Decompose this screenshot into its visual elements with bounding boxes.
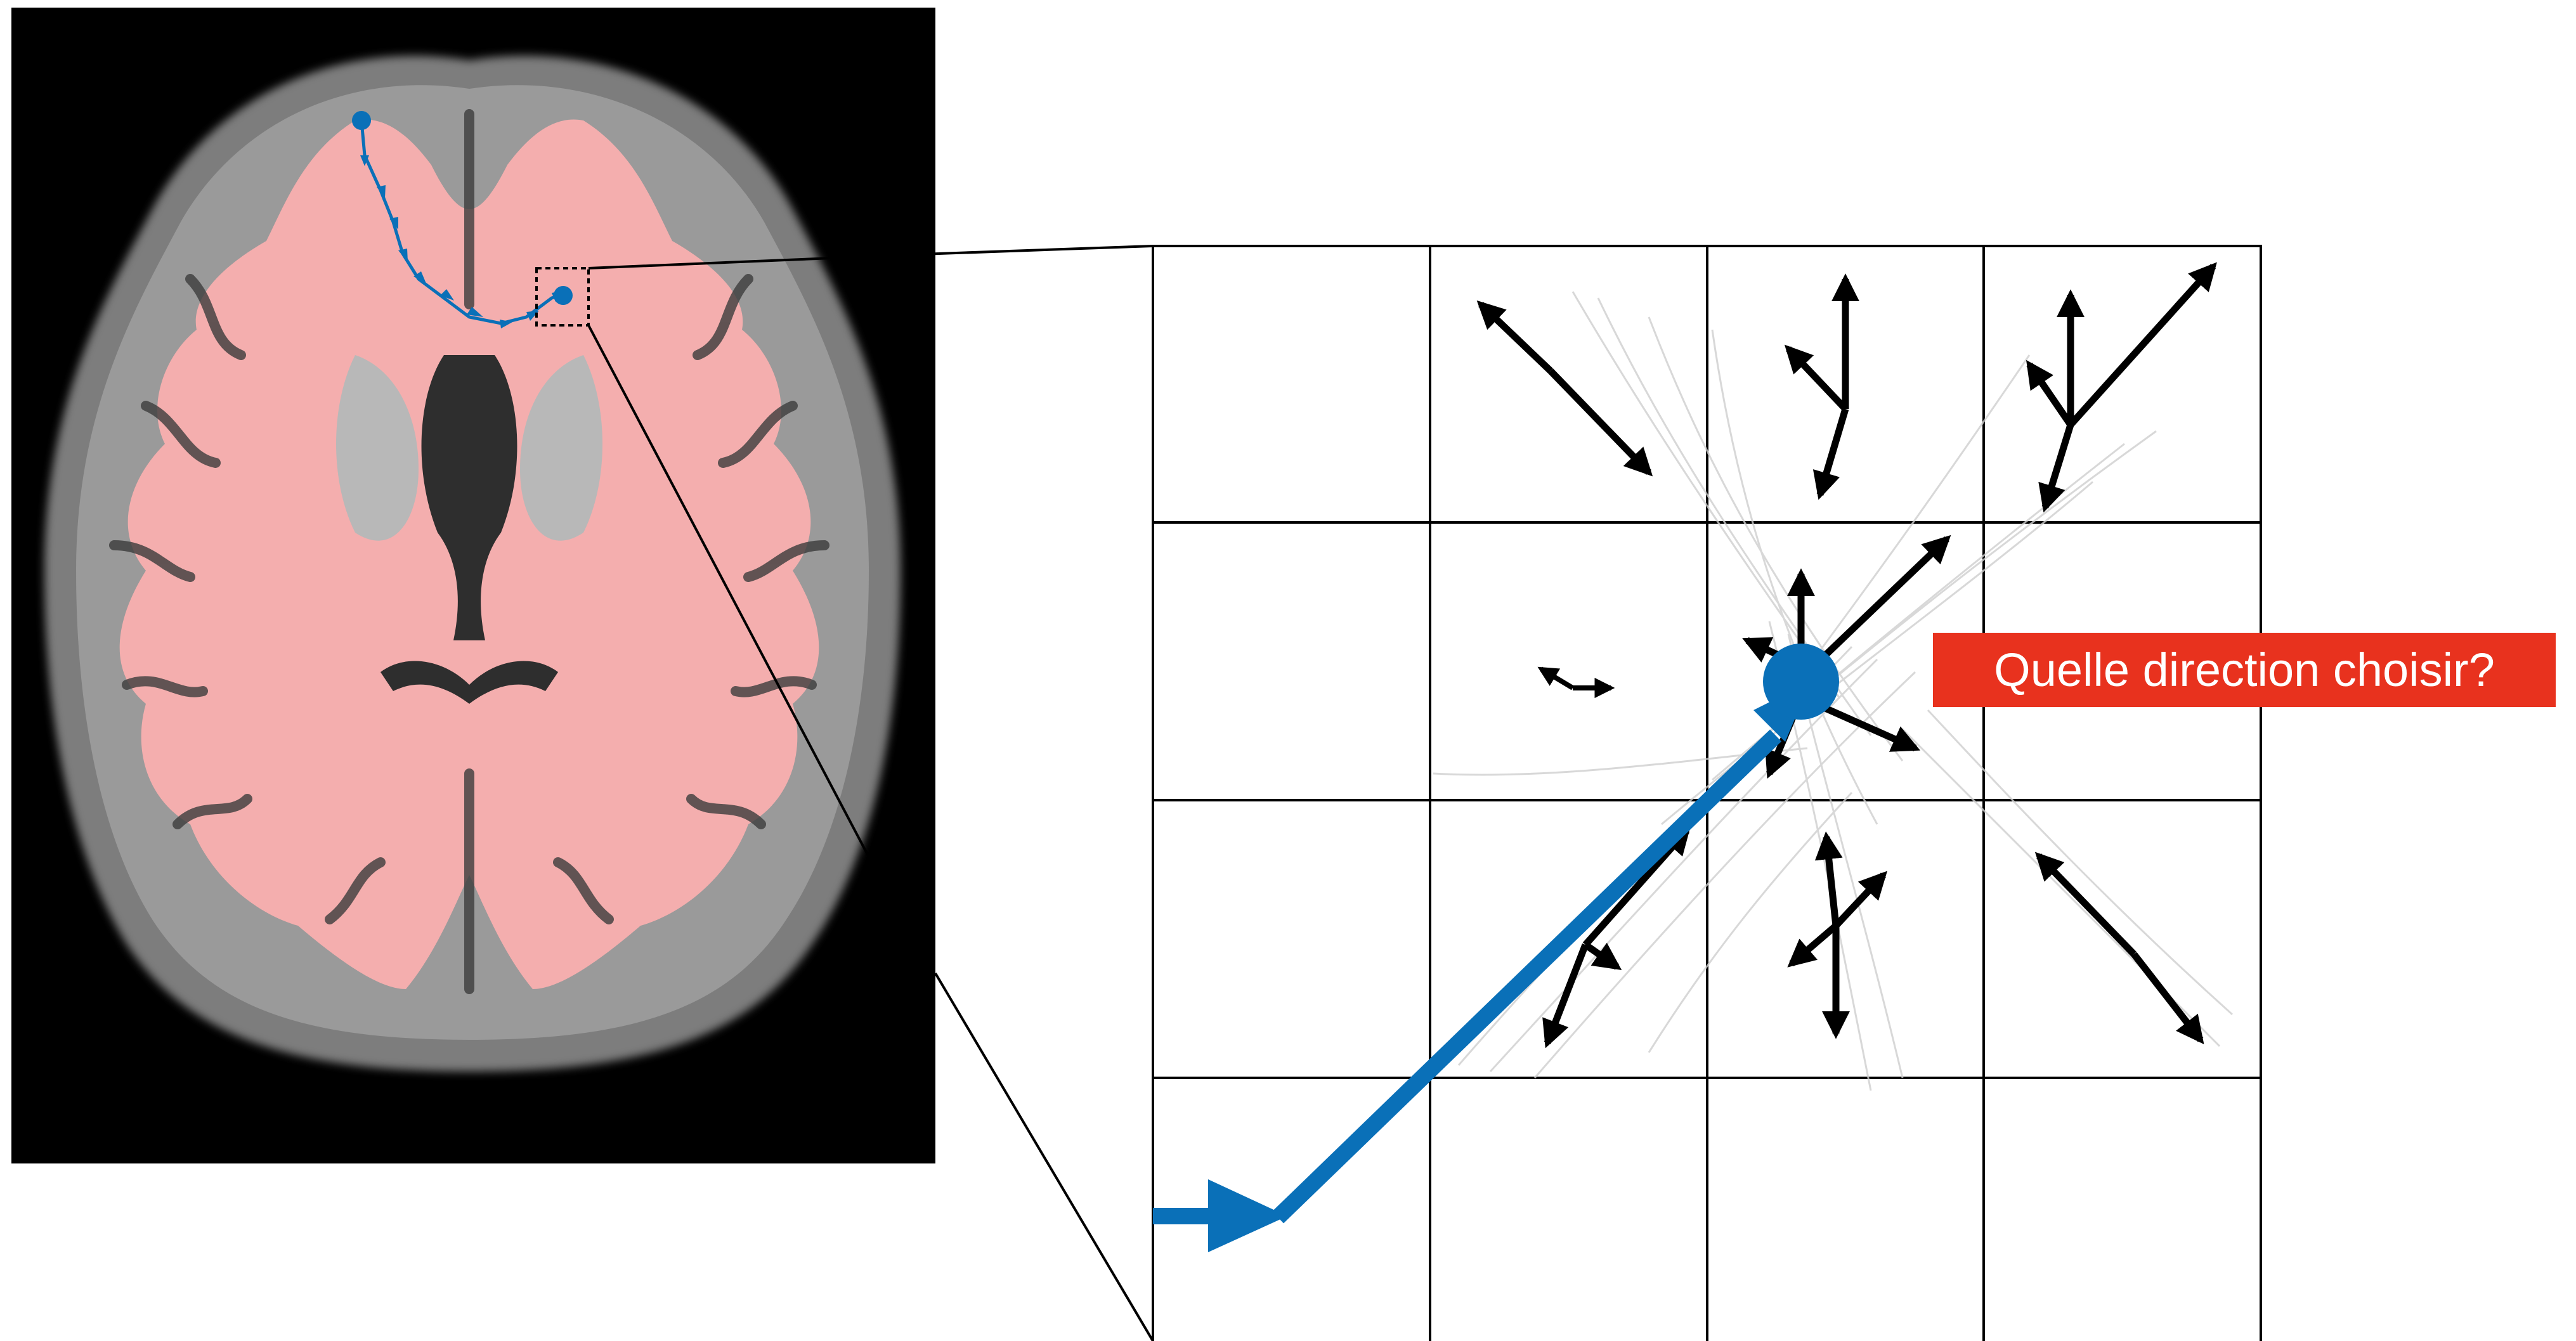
tract-segment — [1272, 729, 1782, 1224]
fod-arrow — [2026, 360, 2074, 427]
tract-end-dot — [554, 286, 573, 305]
connector-lower-extension — [934, 972, 1154, 1341]
tract-start-dot — [352, 111, 371, 130]
mri-panel — [11, 8, 935, 1163]
fod-arrow — [1583, 942, 1622, 971]
connector-lower — [587, 325, 880, 876]
deep-gray-right — [520, 355, 602, 541]
fod-arrow — [1476, 300, 1553, 373]
fod-arrow — [2067, 262, 2217, 427]
fod-arrow — [1582, 826, 1691, 947]
incoming-arrowhead — [1208, 1179, 1287, 1252]
fod-arrow — [1833, 871, 1888, 928]
incoming-tract — [1153, 644, 1839, 1252]
fod-arrow — [1787, 923, 1838, 968]
connector-upper — [588, 252, 939, 269]
fod-arrow — [2131, 952, 2204, 1044]
zoom-marker — [535, 267, 590, 327]
zoom-connectors — [587, 245, 1154, 1341]
fod-arrow — [2038, 424, 2074, 513]
fod-arrow — [1812, 408, 1849, 500]
connector-upper-extension — [938, 245, 1154, 255]
ventricle-posterior — [381, 661, 558, 704]
ventricle-right — [469, 355, 517, 640]
voxel-grid — [1152, 245, 2262, 1341]
tracking-position-dot — [1763, 644, 1839, 720]
deep-gray-left — [336, 355, 419, 541]
fod-arrow — [1542, 943, 1589, 1049]
fod-arrow — [1548, 368, 1653, 477]
fod-arrow — [2034, 852, 2137, 957]
fod-arrow — [1537, 666, 1575, 690]
question-label: Quelle direction choisir? — [1933, 633, 2556, 707]
tract-streamline — [352, 111, 573, 328]
sulci — [109, 109, 829, 994]
fod-arrow — [1784, 344, 1848, 411]
fod-arrow — [1814, 831, 1843, 926]
ventricle-left — [421, 355, 469, 640]
